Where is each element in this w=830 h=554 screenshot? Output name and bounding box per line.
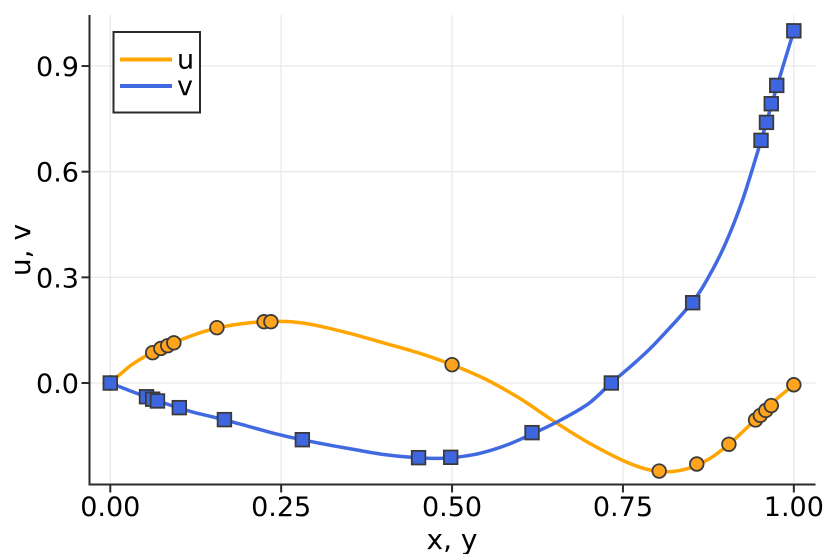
series-v-marker: [763, 96, 779, 112]
series-v-marker: [410, 449, 427, 466]
tick-labels: 0.00 0.25 0.50 0.75 1.00 0.0 0.3 0.6 0.9: [36, 52, 824, 523]
series-v-marker: [102, 375, 118, 391]
legend-label-v: v: [177, 71, 193, 102]
y-axis-label: u, v: [4, 224, 37, 276]
x-tick-label: 0.75: [593, 492, 653, 523]
series-v-marker: [171, 399, 188, 416]
legend-box: [112, 31, 201, 114]
series-u-marker: [786, 377, 802, 393]
series-u-marker: [444, 356, 460, 373]
series-u-marker: [166, 335, 182, 351]
x-tick-label: 0.25: [251, 492, 311, 523]
x-axis-label: x, y: [427, 523, 478, 554]
series-v-marker: [786, 23, 802, 39]
gridlines: [89, 15, 816, 485]
series-v-marker: [442, 449, 459, 466]
series-v-line: [108, 29, 796, 461]
series-v-marker: [769, 77, 785, 94]
y-tick-label: 0.0: [36, 369, 79, 400]
series-v-marker: [524, 424, 540, 441]
series-v-marker: [216, 411, 233, 428]
series-v-marker: [753, 132, 769, 149]
series-u-marker: [689, 456, 705, 472]
legend: uv: [112, 31, 201, 114]
series-v-marker: [684, 295, 701, 311]
y-tick-label: 0.9: [36, 52, 79, 83]
series-u-marker: [721, 436, 737, 452]
series-v-marker: [603, 375, 620, 391]
series-v-marker: [149, 393, 166, 409]
series-v-marker: [758, 114, 775, 131]
series: [102, 23, 802, 479]
series-u-marker: [263, 314, 279, 330]
x-tick-label: 0.00: [80, 492, 140, 523]
x-tick-label: 1.00: [764, 492, 824, 523]
y-tick-label: 0.3: [36, 263, 79, 294]
series-u-marker: [651, 463, 667, 479]
axes: [81, 15, 816, 493]
x-tick-label: 0.50: [422, 492, 482, 523]
series-u-marker: [209, 320, 225, 336]
legend-label-u: u: [177, 45, 194, 76]
series-u-marker: [763, 397, 779, 414]
series-v-marker: [294, 432, 311, 448]
y-tick-label: 0.6: [36, 158, 79, 189]
